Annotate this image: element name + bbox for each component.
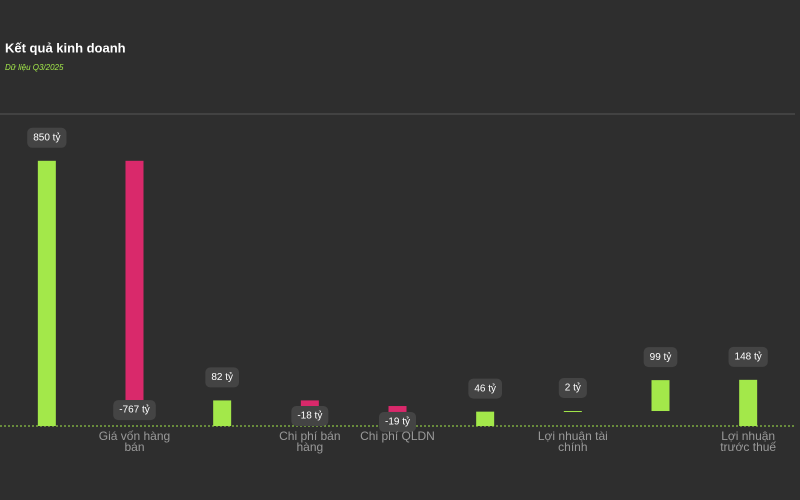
value-label-bg	[27, 127, 67, 148]
x-tick-label: Giá vốn hàng bán	[98, 429, 171, 454]
bar	[651, 380, 670, 412]
value-label-bg	[728, 346, 768, 367]
bar	[37, 160, 56, 427]
value-label: 850 tỷ	[33, 131, 60, 143]
value-label: 46 tỷ	[474, 382, 496, 394]
value-label: -18 tỷ	[297, 410, 322, 422]
value-label-bg	[558, 378, 587, 399]
value-label-bg	[378, 411, 417, 432]
value-label: 99 tỷ	[650, 351, 672, 363]
value-label: -767 tỷ	[119, 404, 150, 416]
bar	[388, 406, 407, 412]
x-tick-label: Lợi nhuận trước thuế	[720, 429, 777, 454]
bar	[563, 411, 582, 413]
value-label: 148 tỷ	[735, 350, 762, 362]
bar	[125, 160, 144, 401]
x-tick-label: Chi phí bán hàng	[279, 429, 341, 454]
value-label-bg	[468, 378, 503, 399]
value-label-bg	[291, 406, 329, 427]
bar	[213, 400, 232, 426]
value-label-bg	[205, 367, 240, 388]
x-tick-label: Lợi nhuận tài chính	[537, 429, 608, 454]
bar	[300, 400, 319, 407]
value-label: -19 tỷ	[385, 416, 410, 428]
value-label: 82 tỷ	[211, 371, 233, 383]
value-label-bg	[113, 400, 156, 421]
x-tick-label: Chi phí QLDN	[360, 429, 435, 443]
bar	[476, 411, 495, 426]
value-label: 2 tỷ	[565, 382, 581, 394]
bar	[739, 379, 758, 426]
chart-subtitle: Dữ liệu Q3/2025	[5, 63, 64, 72]
value-label-bg	[643, 347, 678, 368]
chart-title: Kết quả kinh doanh	[5, 40, 126, 55]
